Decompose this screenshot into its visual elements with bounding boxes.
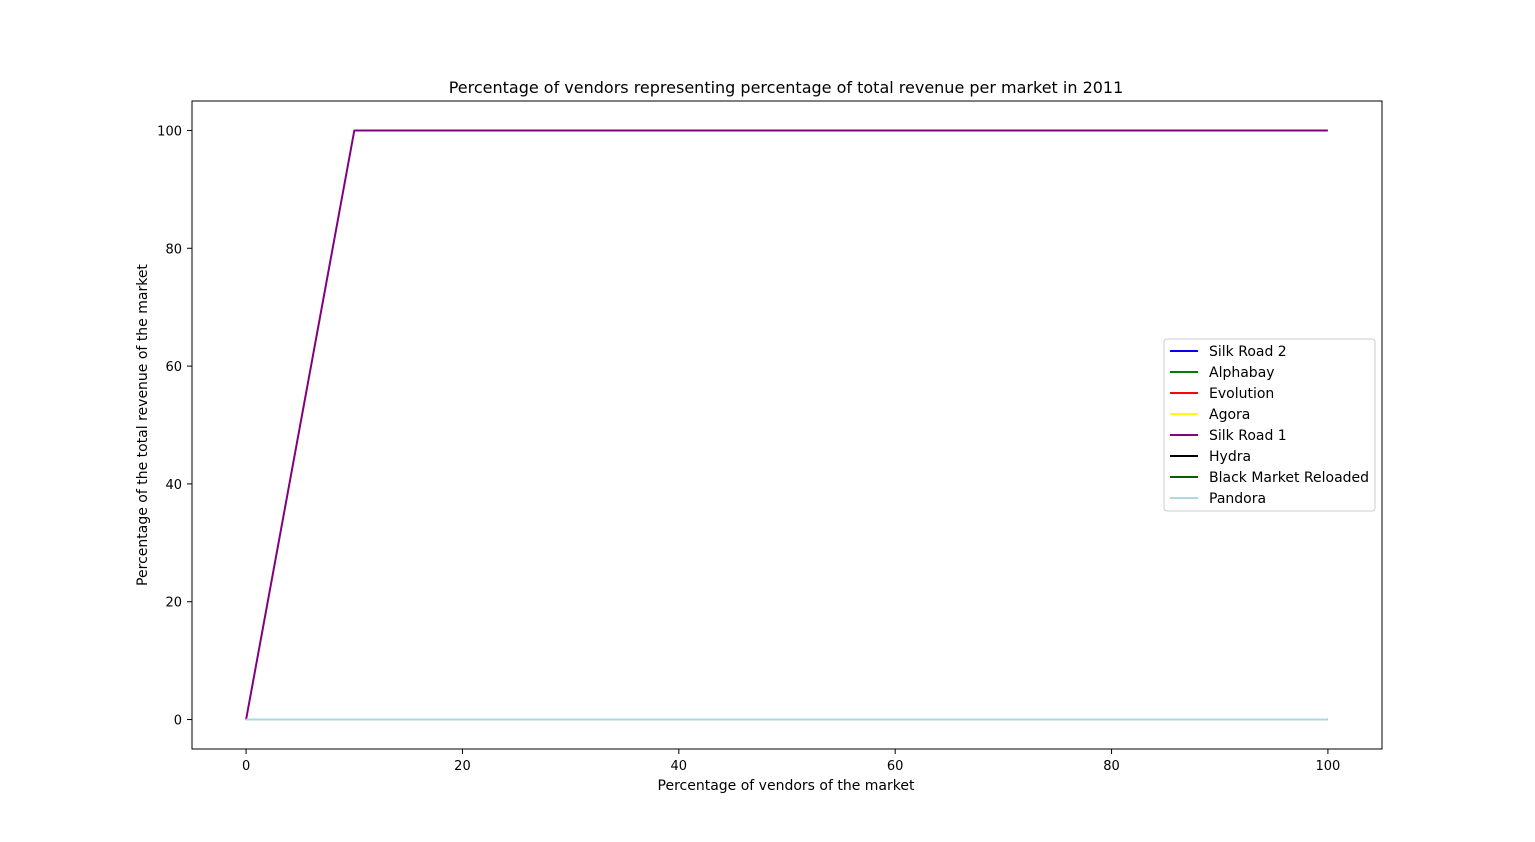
y-tick-label: 80 — [165, 242, 182, 257]
x-tick-label: 40 — [671, 759, 688, 774]
legend-box — [1163, 338, 1376, 512]
x-tick-label: 20 — [454, 759, 471, 774]
legend: Silk Road 2 Alphabay Evolution Agora Silk Ro… — [1163, 338, 1376, 512]
chart-title: Percentage of vendors representing perce… — [449, 78, 1124, 97]
legend-label: Pandora — [1209, 491, 1266, 507]
legend-label: Hydra — [1209, 449, 1251, 465]
y-tick-label: 60 — [165, 360, 182, 375]
x-tick-label: 60 — [887, 759, 904, 774]
legend-label: Silk Road 2 — [1209, 344, 1287, 360]
legend-label: Black Market Reloaded — [1209, 470, 1369, 486]
series-layer — [245, 129, 1328, 721]
legend-label: Evolution — [1209, 386, 1274, 402]
legend-label: Agora — [1209, 407, 1250, 423]
legend-label: Silk Road 1 — [1209, 428, 1287, 444]
x-axis-ticks: 0 20 40 60 80 100 — [242, 749, 1340, 774]
plot-frame — [191, 100, 1383, 750]
x-tick-label: 0 — [242, 759, 250, 774]
legend-label: Alphabay — [1209, 365, 1275, 381]
y-tick-label: 20 — [165, 596, 182, 611]
x-axis-label: Percentage of vendors of the market — [658, 778, 915, 794]
x-tick-label: 80 — [1103, 759, 1120, 774]
y-axis-label: Percentage of the total revenue of the m… — [135, 264, 151, 586]
x-tick-label: 100 — [1315, 759, 1340, 774]
series-line-silk-road-1 — [245, 129, 1328, 720]
y-tick-label: 100 — [157, 124, 182, 139]
y-tick-label: 40 — [165, 478, 182, 493]
y-axis-ticks: 0 20 40 60 80 100 — [157, 124, 192, 729]
y-tick-label: 0 — [174, 714, 182, 729]
